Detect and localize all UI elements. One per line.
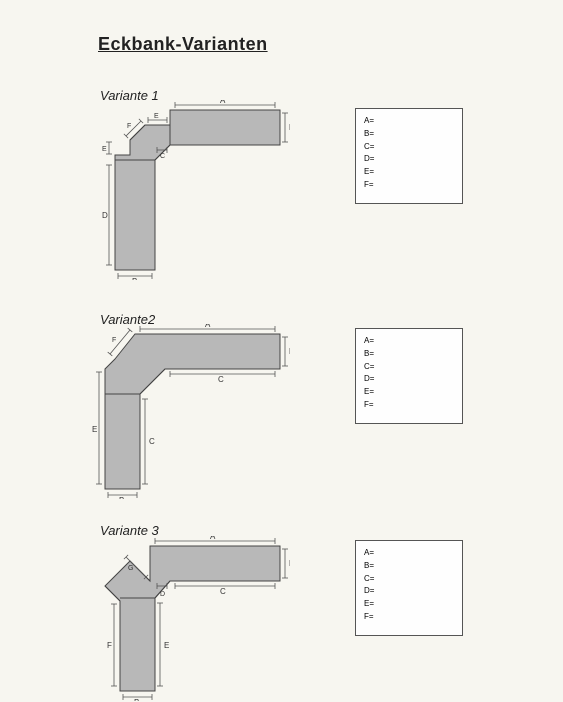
legend-row: D= (364, 373, 454, 386)
dim-label: B (289, 347, 290, 356)
legend-row: C= (364, 573, 454, 586)
dim-label: F (112, 337, 116, 344)
legend-box: A=B=C=D=E=F= (355, 108, 463, 204)
dim-label: D (160, 591, 165, 598)
legend-row: A= (364, 335, 454, 348)
dim-label: B (289, 123, 290, 132)
dim-label: F (107, 641, 112, 650)
legend-row: E= (364, 386, 454, 399)
page-root: Eckbank-Varianten Variante 1ABCDEEFBA=B=… (0, 0, 563, 702)
legend-box: A=B=C=D=E=F= (355, 540, 463, 636)
dim-label: E (154, 113, 159, 120)
dim-label: E (164, 641, 169, 650)
variant-diagram: A B C D E E F B (90, 100, 290, 280)
dim-label: B (132, 277, 137, 280)
legend-box: A=B=C=D=E=F= (355, 328, 463, 424)
legend-row: C= (364, 141, 454, 154)
dim-label: E (102, 146, 107, 153)
variant-diagram: A B C C E F B (90, 324, 290, 499)
dim-label: B (289, 559, 290, 568)
dim-label: A (210, 536, 216, 541)
legend-row: E= (364, 166, 454, 179)
dim-label: G (128, 565, 133, 572)
dim-label: B (134, 698, 139, 701)
bench-shape (105, 334, 280, 489)
dim-label: B (119, 496, 124, 499)
legend-row: E= (364, 598, 454, 611)
legend-row: B= (364, 348, 454, 361)
dim-label: D (102, 211, 108, 220)
legend-row: B= (364, 560, 454, 573)
legend-row: A= (364, 547, 454, 560)
variant-diagram: A B C D E F G B (90, 536, 290, 701)
dim-label: F (127, 123, 131, 130)
dim-label: C (149, 437, 155, 446)
dim-label: C (218, 375, 224, 384)
legend-row: D= (364, 585, 454, 598)
dim-label: C (220, 587, 226, 596)
legend-row: B= (364, 128, 454, 141)
dim-label: C (160, 153, 165, 160)
legend-row: F= (364, 611, 454, 624)
bench-shape (115, 110, 280, 270)
legend-row: F= (364, 399, 454, 412)
dim-label: E (92, 425, 97, 434)
dim-label: A (205, 324, 211, 329)
legend-row: A= (364, 115, 454, 128)
legend-row: F= (364, 179, 454, 192)
page-title: Eckbank-Varianten (98, 34, 268, 55)
legend-row: C= (364, 361, 454, 374)
dim-label: A (220, 100, 226, 105)
legend-row: D= (364, 153, 454, 166)
